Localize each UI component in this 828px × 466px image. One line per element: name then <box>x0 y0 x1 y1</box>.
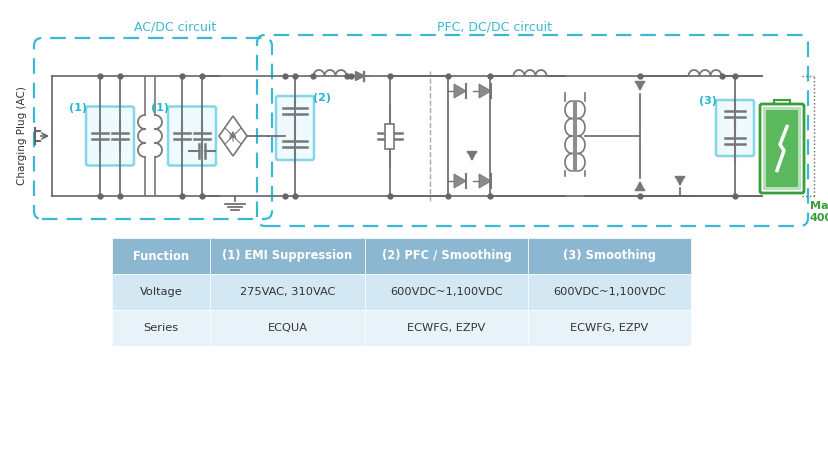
FancyBboxPatch shape <box>276 96 314 160</box>
Text: 600VDC~1,100VDC: 600VDC~1,100VDC <box>390 287 503 297</box>
Bar <box>364 238 527 274</box>
Bar <box>527 310 691 346</box>
Polygon shape <box>635 182 643 190</box>
Polygon shape <box>635 82 643 90</box>
Text: 275VAC, 310VAC: 275VAC, 310VAC <box>239 287 335 297</box>
Text: Function: Function <box>132 249 189 262</box>
Text: Charging Plug (AC): Charging Plug (AC) <box>17 87 27 185</box>
Bar <box>773 100 789 106</box>
Bar <box>112 238 209 274</box>
Bar <box>209 238 364 274</box>
Polygon shape <box>454 174 465 188</box>
Polygon shape <box>355 71 364 81</box>
Text: AC/DC circuit: AC/DC circuit <box>133 21 216 34</box>
Text: (1) EMI Suppression: (1) EMI Suppression <box>222 249 352 262</box>
Text: (2) PFC / Smoothing: (2) PFC / Smoothing <box>381 249 511 262</box>
Text: 600VDC~1,100VDC: 600VDC~1,100VDC <box>552 287 665 297</box>
Polygon shape <box>479 84 490 98</box>
Bar <box>209 274 364 310</box>
Polygon shape <box>219 116 247 156</box>
Bar <box>527 238 691 274</box>
Polygon shape <box>479 174 490 188</box>
Polygon shape <box>454 84 465 98</box>
Polygon shape <box>468 152 475 160</box>
Text: (1): (1) <box>151 103 169 113</box>
FancyBboxPatch shape <box>715 100 753 156</box>
Text: Voltage: Voltage <box>139 287 182 297</box>
Text: (1): (1) <box>69 103 87 113</box>
Bar <box>527 274 691 310</box>
Text: (3): (3) <box>698 96 716 106</box>
Text: (2): (2) <box>313 93 330 103</box>
Bar <box>364 274 527 310</box>
Text: ECQUA: ECQUA <box>267 323 307 333</box>
Bar <box>364 310 527 346</box>
Bar <box>112 310 209 346</box>
Bar <box>112 274 209 310</box>
Text: (3) Smoothing: (3) Smoothing <box>562 249 655 262</box>
Polygon shape <box>675 177 683 185</box>
Text: PFC, DC/DC circuit: PFC, DC/DC circuit <box>437 21 551 34</box>
Text: Series: Series <box>143 323 178 333</box>
Text: ECWFG, EZPV: ECWFG, EZPV <box>570 323 647 333</box>
Text: ECWFG, EZPV: ECWFG, EZPV <box>407 323 485 333</box>
Text: Main Battery
400V~800V: Main Battery 400V~800V <box>809 201 828 223</box>
Bar <box>385 123 394 149</box>
FancyBboxPatch shape <box>168 107 216 165</box>
Bar <box>209 310 364 346</box>
FancyBboxPatch shape <box>86 107 134 165</box>
FancyBboxPatch shape <box>765 110 797 187</box>
FancyBboxPatch shape <box>759 104 803 193</box>
FancyBboxPatch shape <box>762 107 800 190</box>
